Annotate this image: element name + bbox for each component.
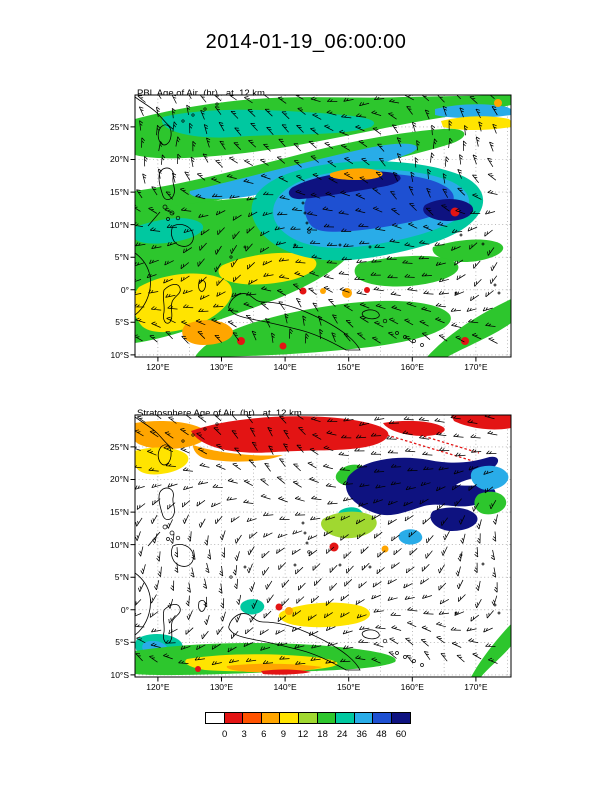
lat-tick-label: 5°N — [114, 572, 129, 583]
lon-tick-label: 140°E — [273, 682, 297, 692]
lat-tick-label: 25°N — [110, 441, 129, 452]
lon-tick-label: 120°E — [146, 362, 170, 372]
colorbar-cell — [260, 712, 281, 724]
colorbar-tick-label: 18 — [317, 729, 328, 740]
lon-tick-label: 170°E — [464, 682, 488, 692]
lat-tick-label: 5°N — [114, 252, 129, 263]
lon-tick-label: 150°E — [337, 682, 361, 692]
colorbar-tick-label: 36 — [356, 729, 368, 740]
lat-tick-label: 10°S — [110, 669, 129, 680]
lon-tick-label: 130°E — [209, 362, 234, 372]
colorbar-cell — [279, 712, 299, 724]
lon-tick-label: 120°E — [146, 682, 170, 692]
colorbar-tick-label: 24 — [336, 729, 348, 740]
colorbar-cell — [372, 712, 392, 724]
stratosphere-age-map — [130, 414, 512, 682]
colorbar-cell — [297, 712, 318, 724]
lat-tick-label: 25°N — [110, 121, 129, 132]
colorbar-cell — [223, 712, 244, 724]
lat-tick-label: 15°N — [110, 187, 129, 198]
pbl-age-map — [130, 94, 512, 362]
lon-tick-label: 160°E — [400, 362, 424, 372]
lon-tick-label: 170°E — [464, 362, 488, 372]
lat-tick-label: 20°N — [110, 154, 129, 165]
lon-tick-label: 130°E — [209, 682, 234, 692]
colorbar-tick-label: 48 — [376, 729, 387, 740]
colorbar-tick-label: 9 — [280, 729, 287, 740]
colorbar-tick-label: 0 — [221, 729, 228, 740]
plot-title: 2014-01-19_06:00:00 — [205, 31, 407, 53]
pbl-variable-label: PBL Age of Air (hr) at 12 km — [137, 88, 265, 99]
lat-tick-label: 10°N — [110, 219, 129, 230]
lat-tick-label: 10°S — [110, 349, 129, 360]
lat-tick-label: 5°S — [115, 637, 129, 648]
stratosphere-variable-label: Stratosphere Age of Air (hr) at 12 km — [137, 408, 302, 419]
colorbar-cell — [353, 712, 374, 724]
lat-tick-label: 0° — [120, 604, 129, 615]
colorbar-tick-label: 3 — [241, 729, 247, 740]
lat-tick-label: 5°S — [115, 317, 129, 328]
colorbar-cell — [205, 712, 225, 724]
colorbar-cell — [335, 712, 355, 724]
colorbar-tick-label: 6 — [261, 729, 267, 740]
lon-tick-label: 160°E — [400, 682, 424, 692]
colorbar-cell — [390, 712, 411, 724]
colorbar-cell — [316, 712, 337, 724]
colorbar-tick-label: 12 — [297, 729, 309, 740]
lat-tick-label: 20°N — [110, 474, 129, 485]
colorbar-tick-label: 60 — [395, 729, 407, 740]
lat-tick-label: 15°N — [110, 507, 129, 518]
lat-tick-label: 10°N — [110, 539, 129, 550]
lon-tick-label: 140°E — [273, 362, 297, 372]
colorbar-cell — [242, 712, 262, 724]
lon-tick-label: 150°E — [337, 362, 361, 372]
lat-tick-label: 0° — [120, 284, 129, 295]
colorbar — [205, 712, 411, 724]
